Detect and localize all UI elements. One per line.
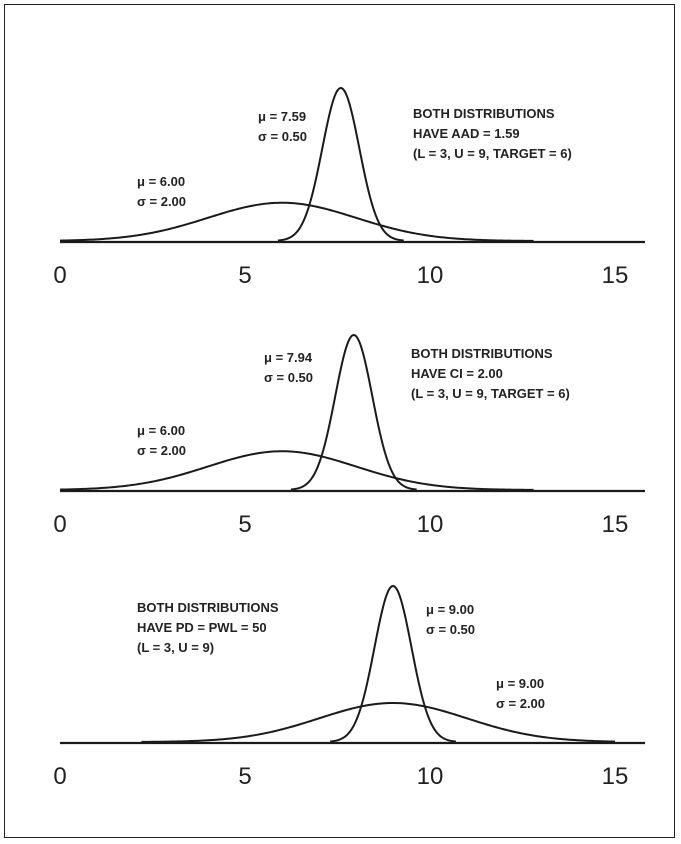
series-mu-label: μ = 9.00	[496, 676, 544, 691]
series-mu-label: μ = 7.59	[258, 109, 306, 124]
x-tick-label: 0	[53, 511, 66, 538]
series-curve-1	[59, 201, 534, 242]
figure-frame	[4, 4, 675, 838]
series-curve-2	[290, 333, 417, 491]
series-curve-2	[141, 701, 616, 743]
annotation-line: HAVE PD = PWL = 50	[137, 620, 267, 635]
annotation-line: HAVE AAD = 1.59	[413, 126, 520, 141]
series-sigma-label: σ = 2.00	[137, 194, 186, 209]
series-sigma-label: σ = 0.50	[264, 370, 313, 385]
series-curve-1	[59, 450, 534, 491]
series-curve-2	[277, 86, 404, 242]
x-tick-label: 5	[238, 511, 251, 538]
chart-panel-2: μ = 6.00 σ = 2.00 μ = 7.94 σ = 0.50 0 5 10 15 BO…	[53, 333, 645, 538]
series-sigma-label: σ = 0.50	[426, 622, 475, 637]
x-tick-label: 10	[417, 262, 444, 289]
series-mu-label: μ = 6.00	[137, 423, 185, 438]
annotation-line: BOTH DISTRIBUTIONS	[137, 600, 279, 615]
series-mu-label: μ = 9.00	[426, 602, 474, 617]
x-tick-label: 0	[53, 763, 66, 790]
series-mu-label: μ = 7.94	[264, 350, 313, 365]
series-sigma-label: σ = 0.50	[258, 129, 307, 144]
series-sigma-label: σ = 2.00	[496, 696, 545, 711]
annotation-line: BOTH DISTRIBUTIONS	[411, 346, 553, 361]
annotation-line: (L = 3, U = 9, TARGET = 6)	[411, 386, 570, 401]
annotation-line: BOTH DISTRIBUTIONS	[413, 106, 555, 121]
x-tick-label: 0	[53, 262, 66, 289]
series-sigma-label: σ = 2.00	[137, 443, 186, 458]
x-tick-label: 5	[238, 763, 251, 790]
annotation-line: (L = 3, U = 9, TARGET = 6)	[413, 146, 572, 161]
annotation-line: (L = 3, U = 9)	[137, 640, 214, 655]
x-tick-label: 10	[417, 763, 444, 790]
x-tick-label: 15	[602, 511, 629, 538]
x-tick-label: 15	[602, 262, 629, 289]
annotation-line: HAVE CI = 2.00	[411, 366, 503, 381]
x-tick-label: 10	[417, 511, 444, 538]
x-tick-label: 15	[602, 763, 629, 790]
chart-panel-3: μ = 9.00 σ = 0.50 μ = 9.00 σ = 2.00 0 5 10 15 BO…	[53, 584, 645, 790]
x-tick-label: 5	[238, 262, 251, 289]
series-curve-1	[330, 584, 456, 743]
series-mu-label: μ = 6.00	[137, 174, 185, 189]
chart-panel-1: μ = 6.00 σ = 2.00 μ = 7.59 σ = 0.50 0 5 10 15 BO…	[53, 86, 645, 289]
